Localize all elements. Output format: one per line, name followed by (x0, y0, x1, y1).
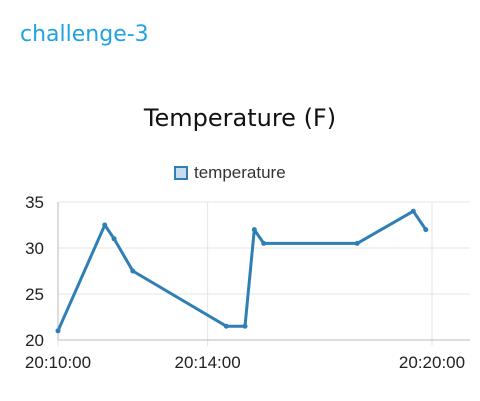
chart-title: Temperature (F) (143, 104, 337, 132)
y-tick-label: 35 (25, 193, 44, 212)
series-line-temperature (56, 209, 428, 332)
data-point (130, 268, 136, 274)
x-tick-label: 20:10:00 (25, 353, 91, 372)
page-title: challenge-3 (20, 22, 149, 47)
x-tick-label: 20:20:00 (399, 353, 465, 372)
data-point (261, 240, 267, 246)
y-tick-label: 30 (25, 239, 44, 258)
data-point (242, 323, 248, 329)
y-tick-label: 25 (25, 285, 44, 304)
data-point (111, 236, 117, 242)
data-point (410, 208, 416, 214)
data-point (354, 240, 360, 246)
data-point (223, 323, 229, 329)
y-tick-label: 20 (25, 331, 44, 350)
chart-legend[interactable]: temperature (174, 162, 286, 184)
data-point (55, 328, 61, 334)
x-tick-label: 20:14:00 (175, 353, 241, 372)
data-point (251, 227, 257, 233)
legend-swatch[interactable] (174, 166, 188, 180)
data-point (423, 227, 429, 233)
legend-label-temperature[interactable]: temperature (194, 163, 286, 182)
data-point (102, 222, 108, 228)
